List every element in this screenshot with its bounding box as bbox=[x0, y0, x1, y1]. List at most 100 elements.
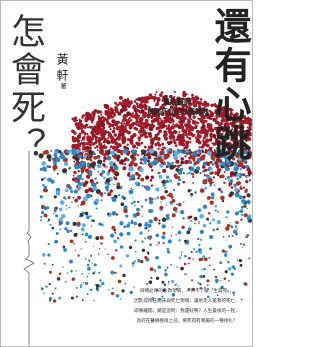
dot bbox=[80, 284, 83, 287]
dot bbox=[209, 184, 211, 186]
dot bbox=[67, 184, 69, 186]
dot bbox=[129, 178, 132, 181]
dot bbox=[244, 213, 248, 217]
dot bbox=[105, 106, 108, 109]
dot bbox=[84, 144, 86, 146]
dot bbox=[126, 130, 128, 132]
dot bbox=[114, 165, 119, 170]
dot bbox=[112, 287, 114, 289]
dot bbox=[108, 289, 110, 291]
dot bbox=[86, 143, 88, 145]
dot bbox=[219, 280, 220, 281]
dot bbox=[99, 110, 102, 113]
dot bbox=[206, 279, 209, 282]
author: 黃軒 bbox=[56, 53, 68, 85]
text-line: 目睹必停的急救現場，人們不了解「生與死」， bbox=[123, 287, 251, 297]
dot bbox=[49, 299, 51, 301]
dot bbox=[95, 110, 98, 113]
dot bbox=[241, 214, 243, 216]
dot bbox=[54, 287, 56, 289]
dot bbox=[247, 216, 251, 220]
dot bbox=[191, 279, 193, 281]
dot bbox=[68, 207, 70, 209]
dot bbox=[160, 119, 163, 122]
dot bbox=[113, 184, 114, 185]
dot bbox=[103, 117, 107, 121]
dot bbox=[183, 172, 185, 174]
dot bbox=[171, 162, 174, 165]
dot bbox=[76, 119, 78, 121]
dot bbox=[80, 142, 83, 145]
dot bbox=[139, 231, 141, 233]
dot bbox=[158, 126, 161, 129]
dot bbox=[204, 174, 206, 176]
dot bbox=[226, 210, 229, 213]
dot bbox=[70, 190, 73, 193]
dot bbox=[146, 153, 150, 157]
dot bbox=[129, 124, 132, 127]
dot bbox=[101, 199, 103, 201]
dot bbox=[228, 185, 230, 187]
dot bbox=[91, 225, 93, 227]
text-line: 揭開死前的N種徵兆 bbox=[147, 107, 207, 117]
dot bbox=[227, 261, 230, 264]
dot bbox=[184, 155, 186, 157]
dot bbox=[112, 211, 117, 216]
dot bbox=[192, 182, 194, 184]
dot bbox=[73, 132, 76, 135]
dot bbox=[132, 114, 136, 118]
dot bbox=[224, 277, 227, 280]
dot bbox=[180, 168, 183, 171]
dot bbox=[81, 172, 83, 174]
dot bbox=[240, 219, 242, 221]
dot bbox=[195, 124, 198, 127]
dot bbox=[126, 224, 130, 228]
dot bbox=[95, 199, 99, 203]
dot bbox=[167, 181, 169, 183]
dot bbox=[134, 260, 136, 262]
dot bbox=[247, 200, 251, 204]
dot bbox=[246, 208, 247, 209]
dot bbox=[107, 110, 111, 114]
dot bbox=[182, 138, 184, 140]
dot bbox=[202, 122, 205, 125]
dot bbox=[197, 149, 201, 153]
dot bbox=[134, 205, 136, 207]
dot bbox=[167, 124, 170, 127]
dot bbox=[104, 192, 106, 194]
dot bbox=[241, 206, 244, 209]
dot bbox=[225, 226, 229, 230]
dot bbox=[74, 233, 78, 237]
dot bbox=[132, 174, 135, 177]
dot bbox=[222, 249, 225, 252]
dot bbox=[42, 166, 47, 171]
dot bbox=[194, 191, 197, 194]
dot bbox=[117, 151, 119, 153]
dot bbox=[136, 102, 139, 105]
dot bbox=[248, 174, 250, 176]
dot bbox=[194, 165, 196, 167]
dot bbox=[141, 240, 144, 243]
dot bbox=[190, 195, 192, 197]
dot bbox=[192, 258, 194, 260]
dot bbox=[187, 119, 189, 121]
dot bbox=[118, 134, 120, 136]
dot bbox=[244, 283, 247, 286]
dot bbox=[174, 130, 177, 133]
dot bbox=[209, 167, 212, 170]
dot bbox=[48, 219, 50, 221]
dot bbox=[103, 153, 107, 157]
dot bbox=[225, 178, 227, 180]
dot bbox=[215, 210, 217, 212]
dot bbox=[142, 163, 144, 165]
dot bbox=[218, 164, 220, 166]
dot bbox=[188, 137, 191, 140]
dot bbox=[88, 136, 92, 140]
dot bbox=[59, 218, 63, 222]
dot bbox=[82, 184, 83, 185]
dot bbox=[225, 270, 228, 273]
dot bbox=[185, 140, 189, 144]
dot bbox=[182, 217, 184, 219]
dot bbox=[229, 181, 231, 183]
dot bbox=[166, 127, 169, 130]
